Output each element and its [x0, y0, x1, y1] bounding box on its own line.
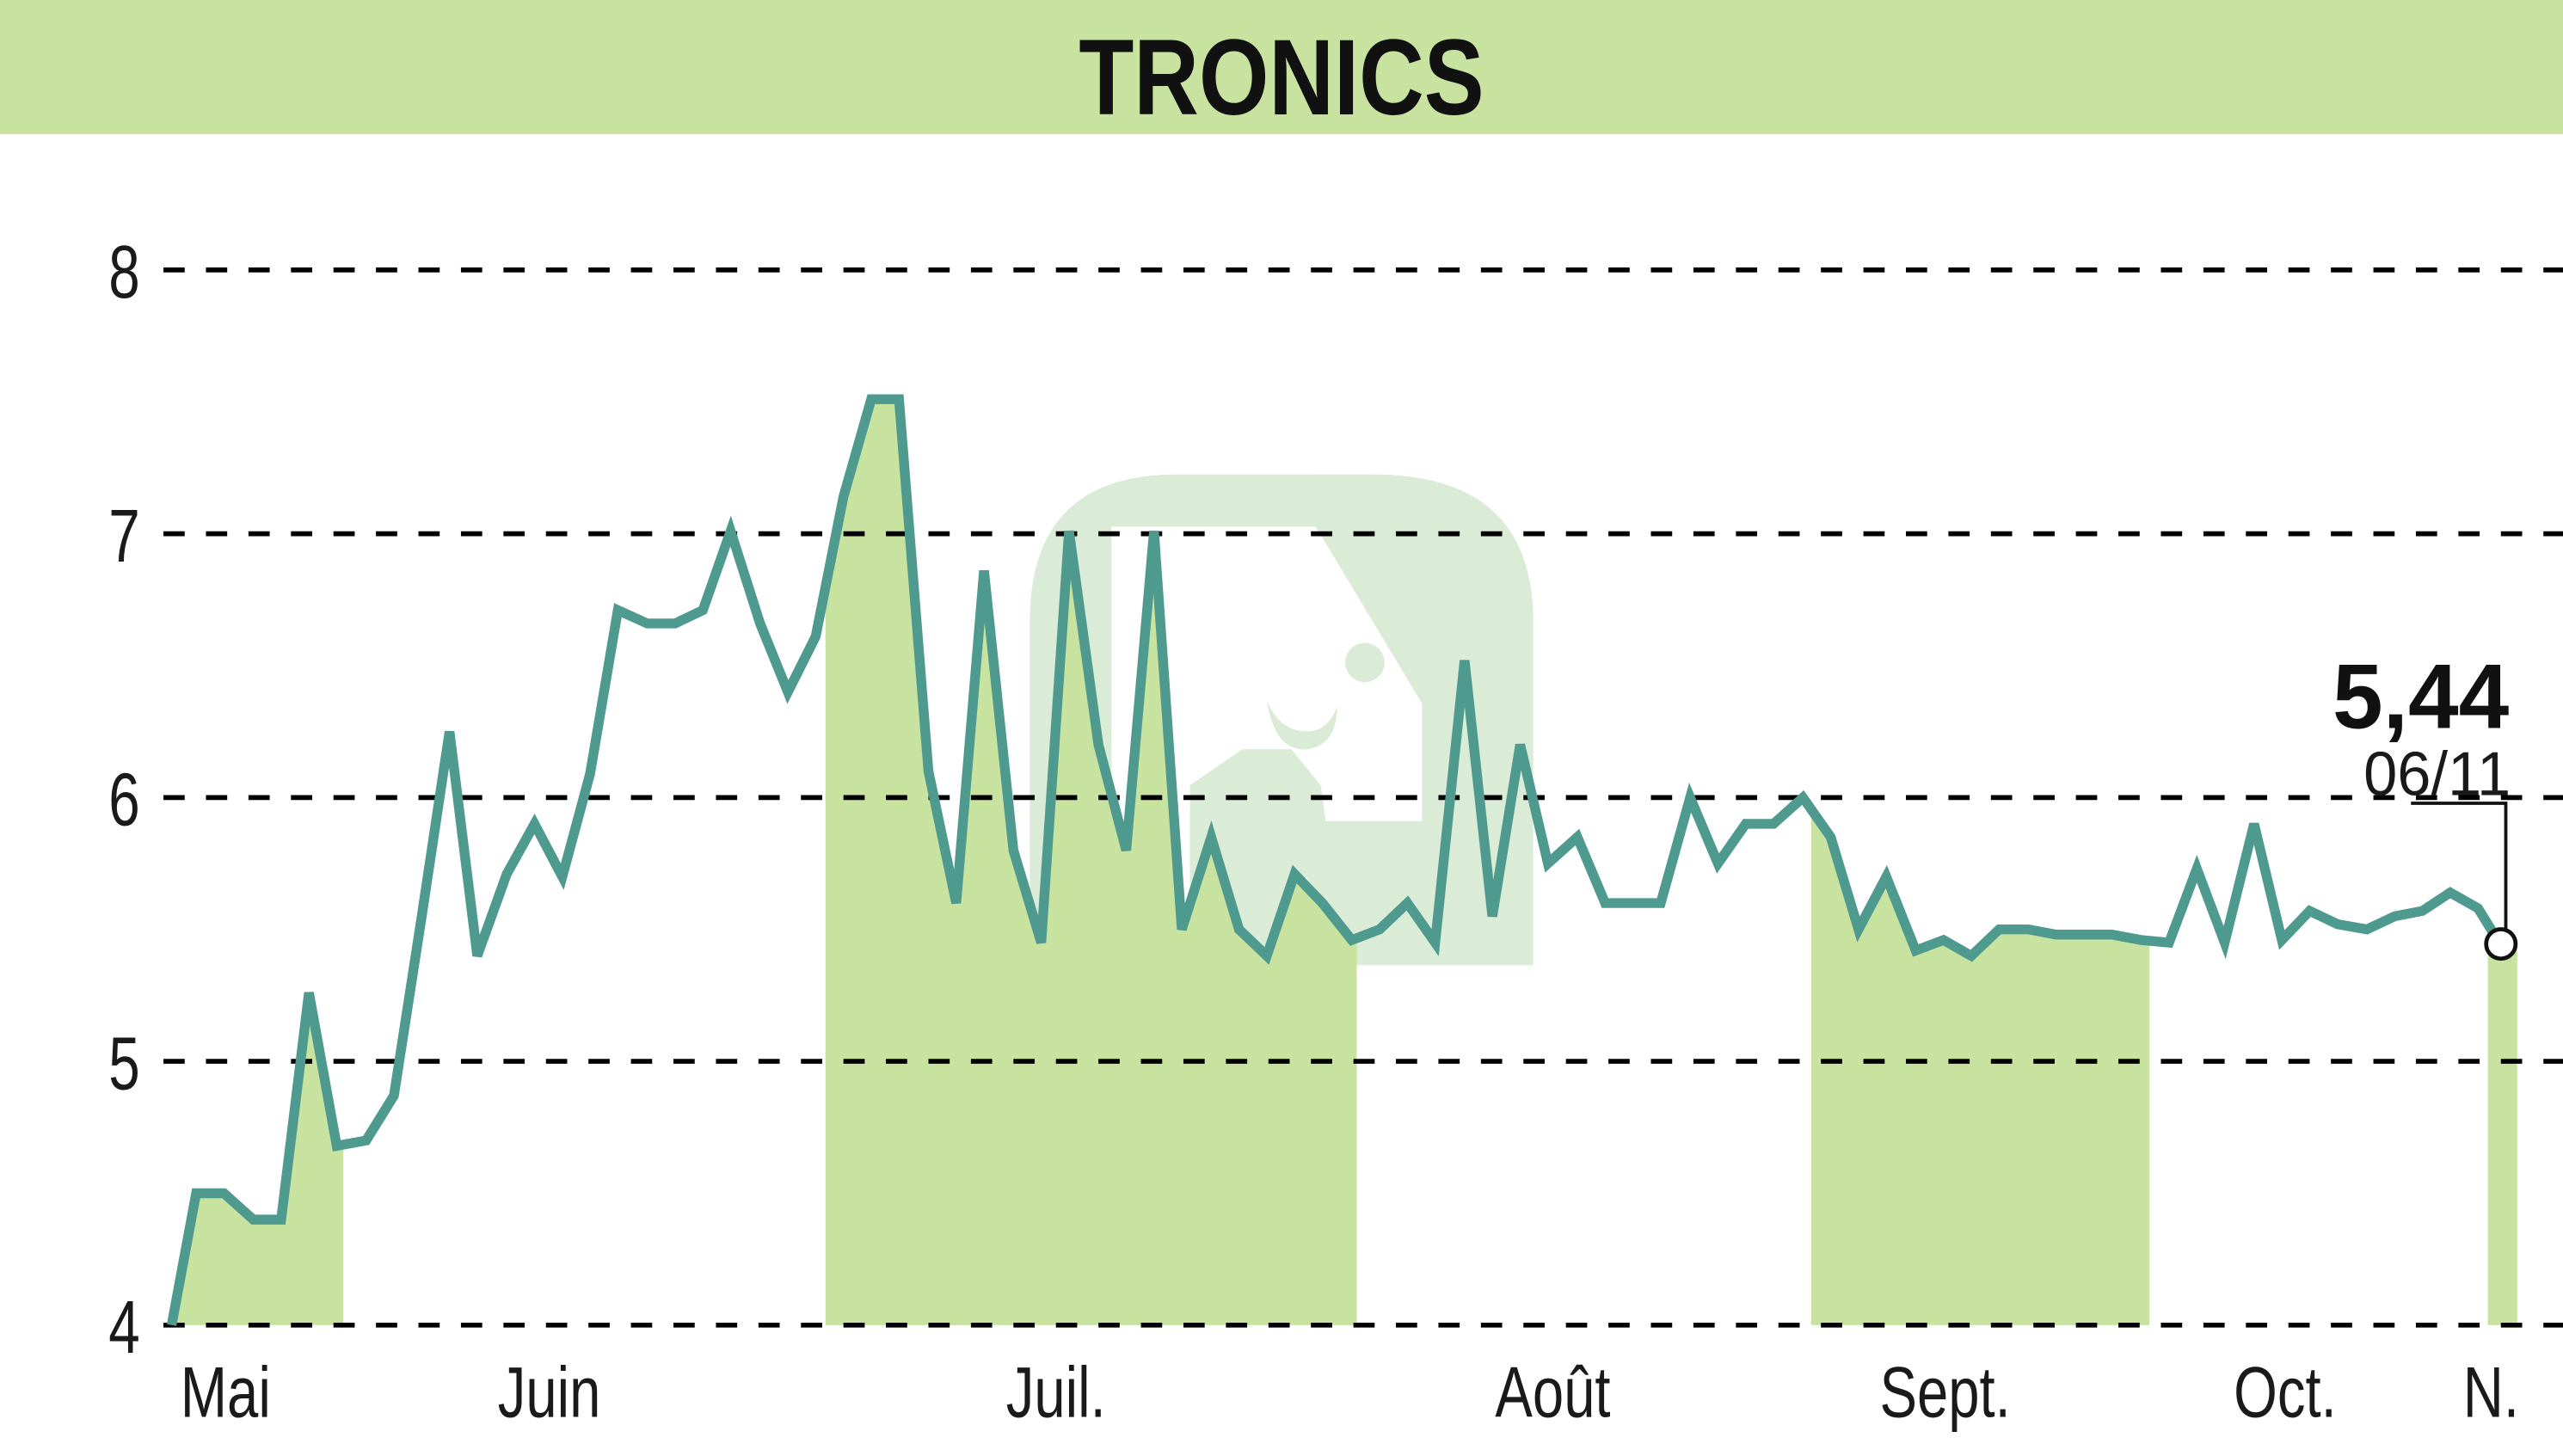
last-value-label: 5,44 — [2333, 645, 2509, 747]
y-tick-label: 8 — [108, 230, 139, 314]
x-month-label: Mai — [181, 1351, 271, 1432]
x-month-label: Sept. — [1879, 1351, 2010, 1432]
x-month-label: Août — [1495, 1351, 1610, 1432]
annotation-leader-line — [2411, 802, 2508, 930]
title-banner — [0, 0, 2563, 134]
y-tick-label: 4 — [108, 1286, 139, 1369]
x-month-label: Juin — [498, 1351, 601, 1432]
last-value-marker-icon — [2484, 927, 2518, 961]
y-tick-label: 6 — [108, 759, 139, 842]
month-shade-band — [171, 399, 344, 1325]
chart-title: TRONICS — [1079, 16, 1484, 138]
x-month-label: Oct. — [2234, 1351, 2337, 1432]
y-tick-label: 7 — [108, 495, 139, 578]
x-month-label: Juil. — [1006, 1351, 1106, 1432]
last-date-label: 06/11 — [2363, 740, 2511, 808]
y-axis-labels: 4 5 6 7 8 — [108, 230, 139, 1369]
x-axis-month-labels: Mai Juin Juil. Août Sept. Oct. N. — [181, 1351, 2519, 1432]
x-month-label: N. — [2463, 1351, 2519, 1432]
y-tick-label: 5 — [108, 1022, 139, 1105]
gridlines — [163, 267, 2563, 1328]
month-shade-band — [1810, 399, 2150, 1325]
price-line — [166, 394, 2505, 1326]
